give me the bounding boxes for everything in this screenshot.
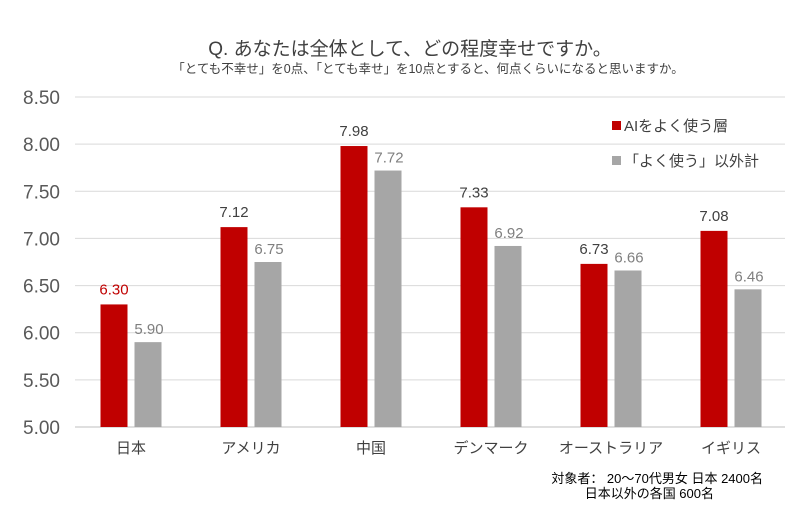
value-label: 7.08	[699, 208, 728, 225]
x-tick-label: 中国	[356, 440, 386, 457]
x-tick-label: アメリカ	[221, 440, 280, 457]
value-label: 6.73	[579, 241, 608, 258]
value-label: 7.12	[219, 204, 248, 221]
bar-others	[494, 245, 522, 427]
x-axis-ticks: 日本 アメリカ 中国 デンマーク オーストラリア イギリス	[116, 439, 761, 457]
x-tick-label: イギリス	[701, 440, 761, 457]
bars	[100, 146, 762, 428]
x-tick-label: オーストラリア	[559, 440, 663, 457]
bar-ai-users	[700, 230, 728, 427]
y-tick-label: 6.50	[23, 277, 60, 298]
footnote-line-2: 日本以外の各国 600名	[585, 486, 714, 501]
y-tick-label: 8.00	[23, 135, 60, 156]
y-tick-label: 5.50	[23, 371, 60, 392]
chart-title: Q. あなたは全体として、どの程度幸せですか。	[208, 38, 611, 60]
value-label: 7.72	[374, 150, 403, 167]
legend-swatch-ai-users	[612, 121, 621, 130]
bar-others	[734, 289, 762, 427]
value-label: 7.33	[459, 184, 488, 201]
y-tick-label: 7.00	[23, 229, 60, 250]
footnote-line-1: 対象者： 20～70代男女 日本 2400名	[551, 471, 763, 486]
bar-ai-users	[340, 146, 368, 427]
y-tick-label: 5.00	[23, 418, 60, 439]
bar-ai-users	[460, 207, 488, 427]
y-axis-ticks: 5.00 5.50 6.00 6.50 7.00 7.50 8.00 8.50	[23, 88, 60, 439]
legend: AIをよく使う層 「よく使う」以外計	[612, 118, 759, 170]
gridlines	[75, 96, 785, 428]
x-tick-label: 日本	[116, 440, 146, 457]
bar-ai-users	[100, 304, 128, 427]
bar-others	[614, 270, 642, 427]
chart-subtitle: 「とても不幸せ」を0点、「とても幸せ」を10点とすると、何点くらいになると思いま…	[172, 61, 683, 76]
x-tick-label: デンマーク	[453, 439, 528, 457]
y-tick-label: 7.50	[23, 182, 60, 203]
legend-label-ai-users: AIをよく使う層	[624, 118, 728, 135]
value-label: 5.90	[134, 321, 163, 338]
y-tick-label: 6.00	[23, 324, 60, 345]
value-label: 6.46	[734, 268, 763, 285]
bar-ai-users	[580, 263, 608, 427]
value-label: 6.66	[614, 249, 643, 266]
legend-label-others: 「よく使う」以外計	[624, 153, 759, 170]
y-tick-label: 8.50	[23, 88, 60, 109]
value-labels: 6.30 5.90 7.12 6.75 7.98 7.72 7.33 6.92 6.73 6.66…	[99, 123, 763, 338]
bar-others	[374, 170, 402, 428]
value-label: 6.30	[99, 281, 128, 298]
value-label: 6.75	[254, 241, 283, 258]
value-label: 6.92	[494, 225, 523, 242]
bar-others	[134, 342, 162, 427]
value-label: 7.98	[339, 123, 368, 140]
legend-swatch-others	[612, 156, 621, 165]
bar-others	[254, 262, 282, 427]
bar-ai-users	[220, 227, 248, 427]
